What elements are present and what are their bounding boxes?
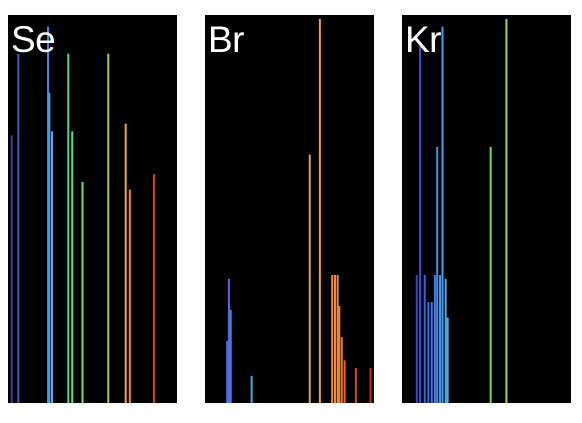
spectrum-panel-se: Se <box>8 15 177 403</box>
spectrum-svg-br <box>226 18 372 403</box>
spectrum-svg-se <box>10 26 155 403</box>
spectrum-panel-kr: Kr <box>402 15 571 403</box>
spectrum-svg-kr <box>415 18 508 403</box>
spectrum-panel-br: Br <box>205 15 374 403</box>
